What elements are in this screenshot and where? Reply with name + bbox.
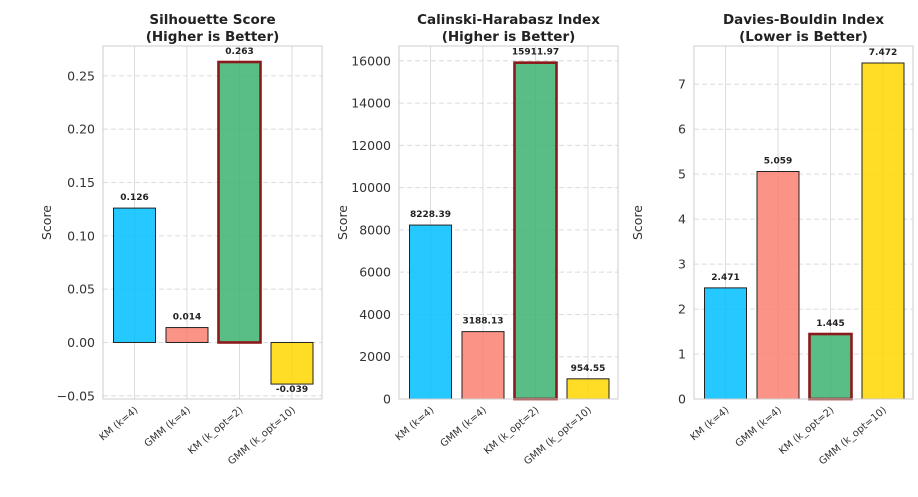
axes-frame xyxy=(693,45,914,400)
data-label: 954.55 xyxy=(571,364,606,374)
y-tick-label: 0 xyxy=(678,392,686,407)
y-tick-label: 0.25 xyxy=(67,68,95,83)
y-tick-label: 16000 xyxy=(351,53,391,68)
y-tick-label: 4000 xyxy=(359,307,391,322)
y-tick-label: 0.00 xyxy=(67,335,95,350)
data-label: 2.471 xyxy=(711,273,739,283)
data-label: 1.445 xyxy=(816,319,844,329)
y-tick-label: 7 xyxy=(678,77,686,92)
y-tick-label: 6000 xyxy=(359,265,391,280)
y-tick-label: 2 xyxy=(678,302,686,317)
chart-title: Davies-Bouldin Index (Lower is Better) xyxy=(723,12,884,45)
data-label: 8228.39 xyxy=(410,210,451,220)
y-tick-label: 2000 xyxy=(359,349,391,364)
bar xyxy=(861,62,905,400)
bar xyxy=(217,60,262,344)
data-label: 5.059 xyxy=(764,157,792,167)
x-tick-label: KM (k=4) xyxy=(394,405,437,444)
y-tick-label: 0 xyxy=(383,392,391,407)
y-tick-label: 4 xyxy=(678,212,686,227)
axes-frame xyxy=(102,45,323,400)
y-tick-label: 12000 xyxy=(351,138,391,153)
bar xyxy=(270,341,314,385)
bar xyxy=(113,207,156,343)
bar xyxy=(513,61,558,401)
bar xyxy=(461,331,505,400)
bar xyxy=(704,287,747,400)
bar xyxy=(165,327,209,343)
y-tick-label: 5 xyxy=(678,167,686,182)
y-tick-label: 1 xyxy=(678,347,686,362)
y-tick-label: 0.10 xyxy=(67,228,95,243)
x-tick-label: KM (k=4) xyxy=(689,405,732,444)
data-label: 3188.13 xyxy=(463,317,504,327)
y-axis-label: Score xyxy=(630,205,645,240)
x-tick-label: KM (k=4) xyxy=(98,405,141,444)
data-label: 15911.97 xyxy=(512,48,559,58)
y-axis-label: Score xyxy=(335,205,350,240)
x-tick-label: GMM (k=4) xyxy=(143,405,193,450)
y-tick-label: 0.15 xyxy=(67,175,95,190)
chart-title: Silhouette Score (Higher is Better) xyxy=(146,12,280,45)
chart-panel-3: 0 1 2 3 4 5 6 7 2.471 KM (k=4) 5.059 GMM (k=4) 1.445… xyxy=(630,12,914,467)
x-tick-label: GMM (k=4) xyxy=(734,405,784,450)
bar xyxy=(409,224,452,400)
data-label: -0.039 xyxy=(276,385,308,395)
y-tick-label: 8000 xyxy=(359,222,391,237)
bar xyxy=(756,171,800,400)
bar xyxy=(566,378,610,400)
bar xyxy=(808,332,853,401)
data-label: 0.126 xyxy=(120,193,148,203)
axes-frame xyxy=(398,45,619,400)
y-tick-label: 3 xyxy=(678,257,686,272)
x-tick-label: GMM (k=4) xyxy=(439,405,489,450)
y-axis-label: Score xyxy=(39,205,54,240)
y-tick-label: 10000 xyxy=(351,180,391,195)
y-tick-label: 0.20 xyxy=(67,122,95,137)
data-label: 0.263 xyxy=(225,47,253,57)
y-tick-label: 6 xyxy=(678,122,686,137)
data-label: 0.014 xyxy=(173,313,201,323)
y-tick-label: −0.05 xyxy=(57,388,95,403)
data-label: 7.472 xyxy=(869,48,897,58)
y-tick-label: 0.05 xyxy=(67,282,95,297)
y-tick-label: 14000 xyxy=(351,96,391,111)
chart-title: Calinski-Harabasz Index (Higher is Better… xyxy=(417,12,600,45)
chart-panel-2: 0 2000 4000 6000 8000 10000 12000 14000 16000 822… xyxy=(335,12,619,467)
chart-panel-1: −0.05 0.00 0.05 0.10 0.15 0.20 0.25 0.126 KM (k=… xyxy=(39,12,323,467)
